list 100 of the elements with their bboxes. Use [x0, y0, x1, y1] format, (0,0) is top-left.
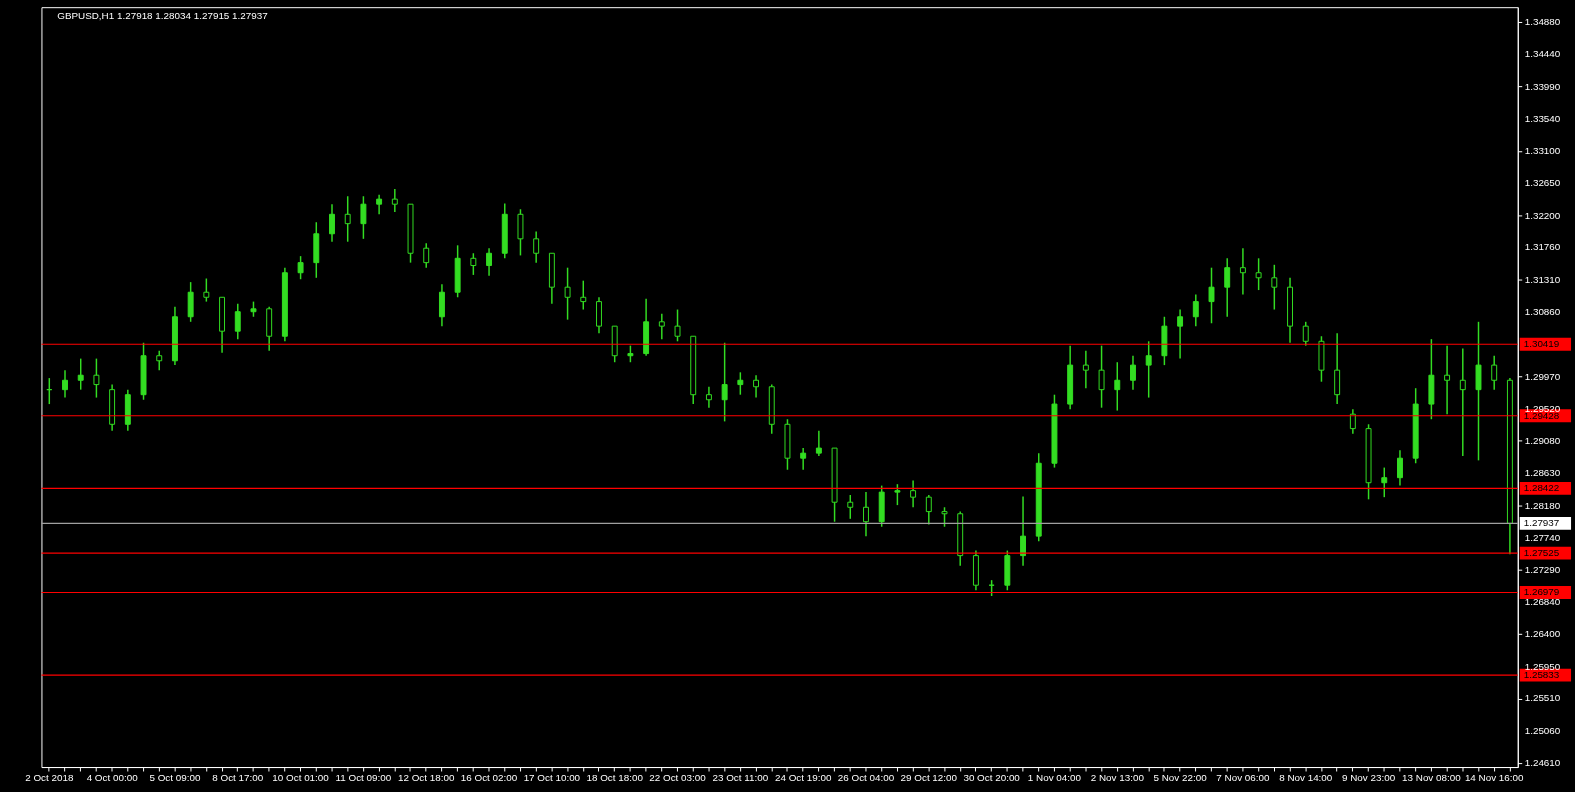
ref-line-label: 1.27937 [1523, 517, 1560, 529]
x-tick-label: 2 Nov 13:00 [1090, 772, 1145, 784]
x-tick-label: 16 Oct 02:00 [460, 772, 518, 784]
x-tick-label: 14 Nov 16:00 [1464, 772, 1525, 784]
candlestick [77, 357, 84, 391]
candlestick [705, 386, 712, 409]
y-tick-label: 1.32200 [1524, 209, 1561, 221]
candlestick [470, 252, 477, 276]
x-tick-label: 17 Oct 10:00 [523, 772, 581, 784]
candlestick [1224, 257, 1231, 318]
y-tick-label: 1.33540 [1524, 113, 1561, 124]
candlestick [1177, 308, 1184, 360]
candlestick [1459, 347, 1466, 457]
x-tick-label: 10 Oct 01:00 [272, 772, 330, 784]
candlestick [62, 369, 68, 399]
candlestick [1192, 293, 1199, 327]
candlestick [1397, 449, 1403, 487]
candlestick [156, 349, 163, 371]
x-tick-label: 8 Nov 14:00 [1279, 772, 1333, 784]
x-tick-label: 12 Oct 18:00 [398, 772, 455, 784]
candlestick [674, 308, 681, 343]
candlestick [737, 371, 744, 396]
candlestick [93, 357, 100, 399]
candlestick [925, 494, 932, 526]
x-tick-label: 5 Nov 22:00 [1153, 772, 1208, 784]
candlestick [1381, 466, 1388, 498]
candlestick [1208, 266, 1215, 324]
candlestick [1239, 247, 1246, 296]
candlestick [234, 303, 241, 340]
candlestick [1020, 495, 1027, 567]
y-tick-label: 1.31760 [1524, 241, 1561, 253]
candlestick [721, 342, 728, 423]
candlestick [847, 494, 854, 520]
candlestick [329, 203, 335, 243]
chart-title: GBPUSD,H1 1.27918 1.28034 1.27915 1.27937 [57, 10, 268, 22]
x-tick-label: 29 Oct 12:00 [900, 772, 958, 784]
y-tick-label: 1.27290 [1524, 564, 1561, 576]
x-tick-label: 24 Oct 19:00 [774, 772, 832, 784]
candlestick [203, 277, 210, 303]
y-tick-label: 1.31310 [1524, 273, 1561, 285]
x-tick-label: 26 Oct 04:00 [837, 772, 895, 784]
x-tick-label: 11 Oct 09:00 [335, 772, 392, 784]
candlestick [1145, 340, 1152, 399]
y-tick-label: 1.25060 [1524, 724, 1561, 736]
candlestick [1114, 361, 1121, 412]
y-tick-label: 1.27740 [1524, 531, 1561, 543]
candlestick [1130, 354, 1136, 391]
x-tick-label: 9 Nov 23:00 [1341, 772, 1396, 784]
x-tick-label: 23 Oct 11:00 [712, 772, 769, 784]
candlestick [1444, 344, 1451, 415]
x-tick-label: 7 Nov 06:00 [1216, 772, 1271, 784]
candlestick [580, 279, 587, 311]
y-tick-label: 1.34880 [1524, 16, 1561, 28]
y-tick-label: 1.25510 [1524, 692, 1561, 704]
candlestick [800, 447, 807, 471]
y-tick-label: 1.34440 [1524, 48, 1561, 60]
candlestick [1255, 257, 1262, 291]
candlestick [815, 430, 822, 457]
candlestick [863, 491, 869, 537]
ref-line-label: 1.25833 [1523, 669, 1560, 681]
ref-line-label: 1.27525 [1523, 547, 1560, 559]
candlestick [894, 483, 901, 506]
x-tick-label: 4 Oct 00:00 [86, 772, 139, 784]
candlestick [941, 506, 948, 528]
y-tick-label: 1.28180 [1524, 499, 1561, 511]
x-tick-label: 22 Oct 03:00 [649, 772, 707, 784]
ref-line-label: 1.28422 [1523, 482, 1560, 494]
y-tick-label: 1.26840 [1524, 596, 1561, 608]
candlestick [486, 247, 493, 277]
candlestick [533, 230, 540, 264]
y-tick-label: 1.24610 [1524, 757, 1561, 769]
y-tick-label: 1.30860 [1524, 306, 1561, 318]
y-tick-label: 1.32650 [1524, 177, 1561, 189]
x-tick-label: 5 Oct 09:00 [149, 772, 201, 784]
candlestick [297, 255, 304, 280]
candlestick [910, 479, 917, 509]
candlestick [391, 188, 398, 213]
y-tick-label: 1.25950 [1524, 660, 1561, 672]
x-tick-label: 18 Oct 18:00 [586, 772, 644, 784]
candlestick [423, 242, 430, 269]
x-tick-label: 8 Oct 17:00 [212, 772, 264, 784]
y-tick-label: 1.33100 [1524, 144, 1561, 156]
candlestick [1082, 349, 1089, 389]
candlestick [360, 195, 367, 240]
candlestick [376, 194, 383, 216]
y-tick-label: 1.26400 [1524, 628, 1561, 640]
y-tick-label: 1.33990 [1524, 80, 1561, 92]
x-tick-label: 1 Nov 04:00 [1027, 772, 1082, 784]
x-tick-label: 13 Nov 08:00 [1402, 772, 1462, 784]
candlestick [1302, 321, 1309, 347]
candlestick [564, 266, 571, 321]
candlestick [1491, 354, 1498, 391]
candlestick [1349, 408, 1356, 435]
ref-line-label: 1.26979 [1523, 586, 1560, 598]
y-tick-label: 1.29080 [1524, 434, 1561, 446]
x-tick-label: 30 Oct 20:00 [963, 772, 1021, 784]
candlestick [1098, 344, 1105, 409]
candlestick [344, 195, 351, 243]
ref-line-label: 1.30419 [1523, 338, 1560, 350]
x-tick-label: 2 Oct 2018 [25, 772, 74, 784]
